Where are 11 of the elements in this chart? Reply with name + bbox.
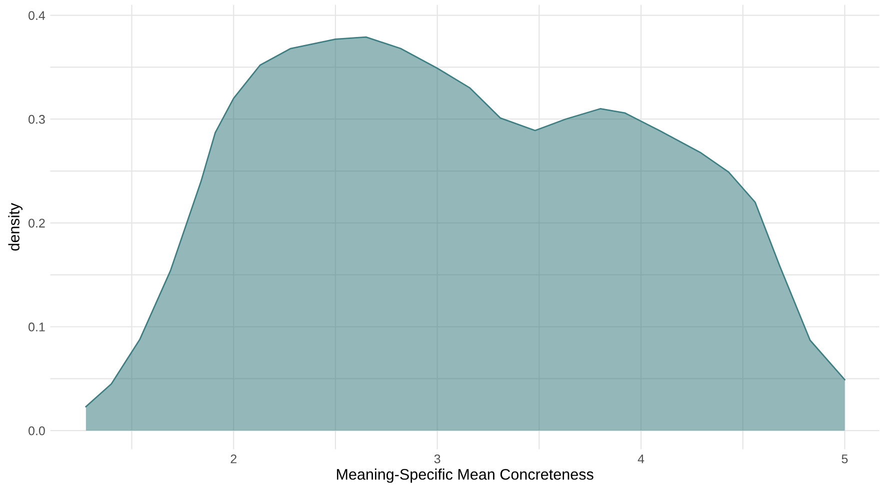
y-tick-label: 0.0 bbox=[28, 426, 45, 436]
y-tick-label: 0.2 bbox=[28, 218, 45, 228]
y-tick-label: 0.4 bbox=[28, 11, 46, 20]
y-axis-title: density bbox=[8, 202, 22, 251]
x-axis-title: Meaning-Specific Mean Concreteness bbox=[336, 468, 594, 483]
x-tick-label: 2 bbox=[230, 454, 236, 464]
x-tick-label: 4 bbox=[638, 454, 644, 464]
x-tick-label: 3 bbox=[434, 454, 440, 464]
y-tick-label: 0.3 bbox=[28, 114, 45, 124]
y-tick-label: 0.1 bbox=[28, 322, 45, 332]
x-tick-label: 5 bbox=[842, 454, 848, 464]
